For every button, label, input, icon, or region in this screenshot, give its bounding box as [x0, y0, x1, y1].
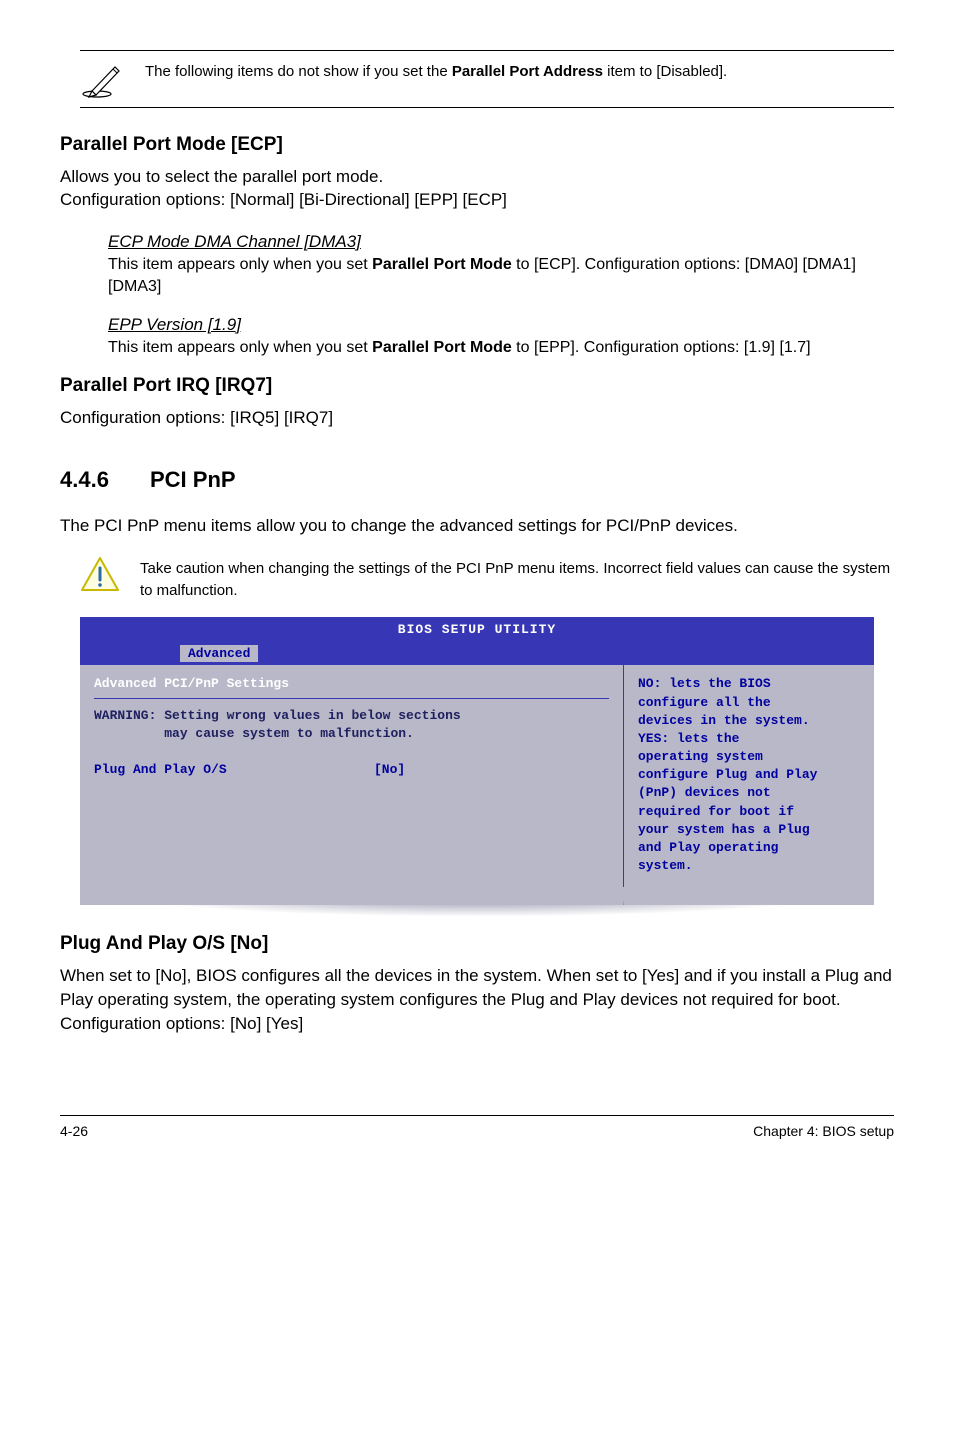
bios-side-line: configure all the: [638, 694, 860, 712]
footer-page-number: 4-26: [60, 1122, 88, 1142]
bios-side-panel: NO: lets the BIOS configure all the devi…: [624, 665, 874, 905]
bios-header: BIOS SETUP UTILITY: [80, 617, 874, 643]
bios-tab-row: Advanced: [80, 643, 874, 665]
pencil-icon: [80, 59, 125, 99]
footer-chapter: Chapter 4: BIOS setup: [753, 1122, 894, 1142]
note-text-pre: The following items do not show if you s…: [145, 63, 452, 80]
heading-parallel-port-irq: Parallel Port IRQ [IRQ7]: [60, 373, 894, 400]
bios-body: Advanced PCI/PnP Settings WARNING: Setti…: [80, 665, 874, 905]
note-text: The following items do not show if you s…: [145, 59, 727, 84]
heading-pci-pnp: 4.4.6PCI PnP: [60, 465, 894, 496]
note-text-bold: Parallel Port Address: [452, 63, 603, 80]
bios-side-line: configure Plug and Play: [638, 766, 860, 784]
sub-ecp-body: This item appears only when you set Para…: [108, 254, 894, 299]
bios-side-line: NO: lets the BIOS: [638, 675, 860, 693]
heading-plug-and-play: Plug And Play O/S [No]: [60, 931, 894, 958]
bios-warning: WARNING: Setting wrong values in below s…: [94, 707, 609, 743]
bios-row-value: [No]: [374, 761, 405, 779]
bios-side-line: your system has a Plug: [638, 821, 860, 839]
sub-epp-body: This item appears only when you set Para…: [108, 337, 894, 359]
bios-side-line: system.: [638, 857, 860, 875]
heading-number: 4.4.6: [60, 465, 150, 496]
sub-epp-title: EPP Version [1.9]: [108, 313, 894, 337]
bios-main-title: Advanced PCI/PnP Settings: [94, 675, 609, 693]
bios-side-line: required for boot if: [638, 803, 860, 821]
bios-side-line: and Play operating: [638, 839, 860, 857]
bios-side-line: YES: lets the: [638, 730, 860, 748]
caution-icon: [80, 556, 120, 594]
heading-parallel-port-mode: Parallel Port Mode [ECP]: [60, 132, 894, 159]
bios-side-line: devices in the system.: [638, 712, 860, 730]
body-parallel-port-irq: Configuration options: [IRQ5] [IRQ7]: [60, 406, 894, 430]
note-text-post: item to [Disabled].: [603, 63, 727, 80]
body-plug-and-play: When set to [No], BIOS configures all th…: [60, 964, 894, 1035]
bios-side-line: (PnP) devices not: [638, 784, 860, 802]
bios-tab-advanced: Advanced: [180, 645, 258, 662]
bios-screenshot: BIOS SETUP UTILITY Advanced Advanced PCI…: [80, 617, 874, 905]
body-parallel-port-mode: Allows you to select the parallel port m…: [60, 165, 894, 213]
caution-text: Take caution when changing the settings …: [140, 556, 894, 603]
bios-side-line: operating system: [638, 748, 860, 766]
note-box: The following items do not show if you s…: [80, 50, 894, 108]
bios-row-plugandplay: Plug And Play O/S [No]: [94, 761, 609, 779]
sub-epp-version: EPP Version [1.9] This item appears only…: [108, 313, 894, 359]
sub-ecp-mode: ECP Mode DMA Channel [DMA3] This item ap…: [108, 230, 894, 299]
caution-box: Take caution when changing the settings …: [80, 556, 894, 603]
body-pci-pnp: The PCI PnP menu items allow you to chan…: [60, 514, 894, 538]
bios-main-panel: Advanced PCI/PnP Settings WARNING: Setti…: [80, 665, 624, 905]
page-footer: 4-26 Chapter 4: BIOS setup: [60, 1115, 894, 1142]
heading-title: PCI PnP: [150, 467, 236, 492]
sub-ecp-title: ECP Mode DMA Channel [DMA3]: [108, 230, 894, 254]
bios-row-label: Plug And Play O/S: [94, 761, 374, 779]
